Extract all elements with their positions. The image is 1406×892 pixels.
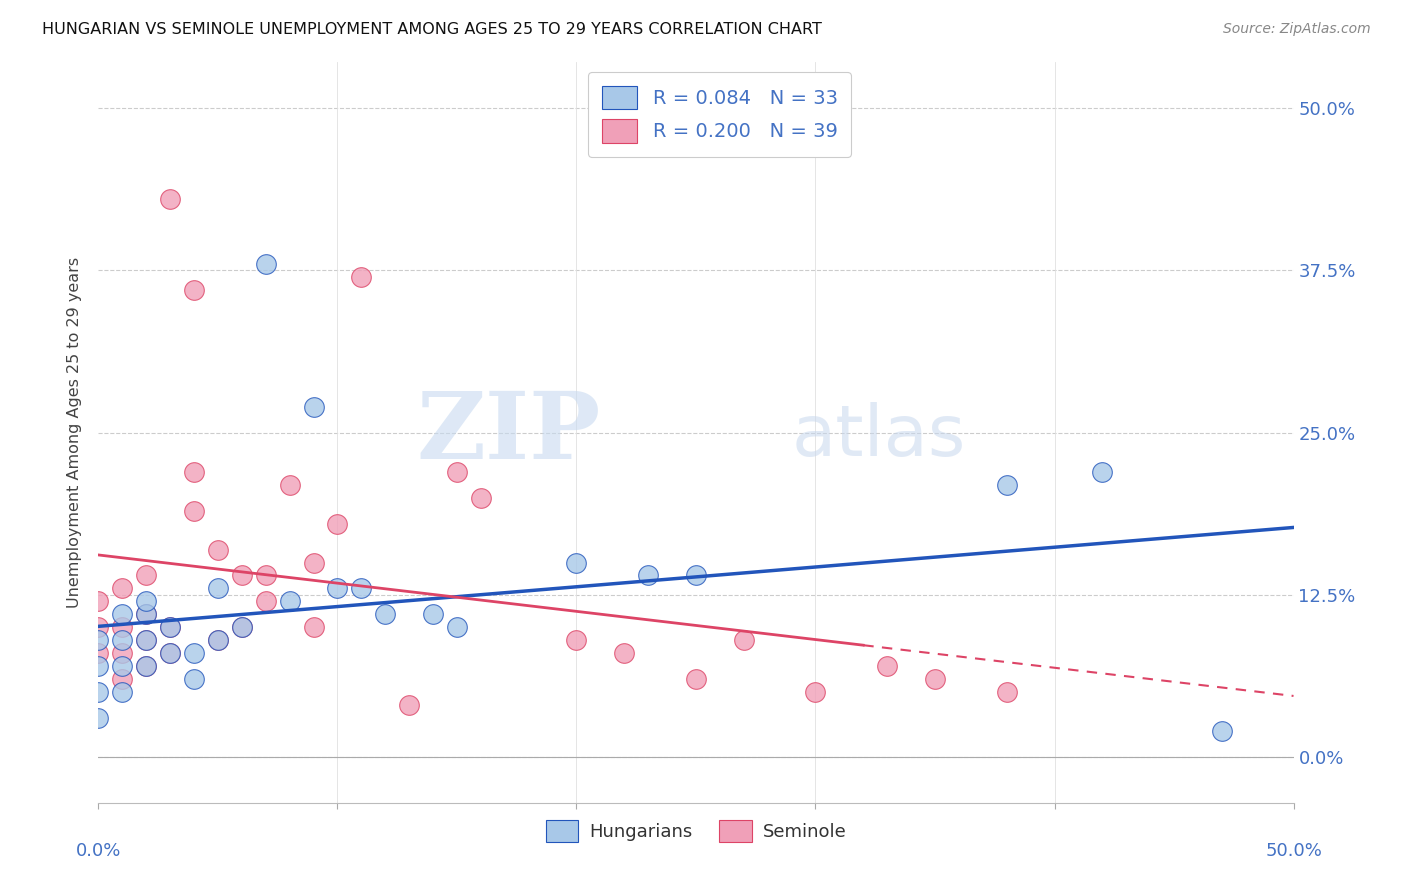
Point: [995, 685, 1018, 699]
Point: [350, 269, 373, 284]
Point: [135, 568, 157, 582]
Point: [135, 607, 157, 622]
Y-axis label: Unemployment Among Ages 25 to 29 years: Unemployment Among Ages 25 to 29 years: [67, 257, 83, 608]
Point: [159, 620, 181, 634]
Point: [302, 620, 325, 634]
Point: [422, 607, 444, 622]
Text: ZIP: ZIP: [416, 388, 600, 477]
Point: [470, 491, 492, 505]
Point: [159, 620, 181, 634]
Point: [87, 647, 110, 661]
Point: [111, 607, 134, 622]
Point: [183, 503, 205, 517]
Point: [278, 594, 301, 608]
Text: HUNGARIAN VS SEMINOLE UNEMPLOYMENT AMONG AGES 25 TO 29 YEARS CORRELATION CHART: HUNGARIAN VS SEMINOLE UNEMPLOYMENT AMONG…: [42, 22, 823, 37]
Point: [995, 477, 1018, 491]
Point: [350, 582, 373, 596]
Point: [278, 477, 301, 491]
Point: [565, 556, 588, 570]
Point: [87, 685, 110, 699]
Point: [87, 659, 110, 673]
Point: [1091, 465, 1114, 479]
Point: [111, 633, 134, 648]
Point: [804, 685, 827, 699]
Point: [231, 620, 253, 634]
Point: [183, 647, 205, 661]
Point: [111, 659, 134, 673]
Point: [135, 633, 157, 648]
Point: [87, 633, 110, 648]
Point: [685, 568, 707, 582]
Point: [111, 620, 134, 634]
Text: atlas: atlas: [792, 401, 966, 471]
Point: [87, 620, 110, 634]
Point: [924, 673, 946, 687]
Point: [302, 400, 325, 414]
Point: [207, 633, 229, 648]
Text: 50.0%: 50.0%: [1265, 842, 1322, 860]
Point: [565, 633, 588, 648]
Point: [183, 283, 205, 297]
Legend: Hungarians, Seminole: Hungarians, Seminole: [538, 813, 853, 849]
Point: [637, 568, 659, 582]
Point: [111, 685, 134, 699]
Point: [111, 647, 134, 661]
Point: [446, 465, 468, 479]
Point: [135, 633, 157, 648]
Point: [231, 568, 253, 582]
Point: [302, 556, 325, 570]
Point: [207, 542, 229, 557]
Point: [159, 192, 181, 206]
Point: [733, 633, 755, 648]
Point: [1211, 724, 1233, 739]
Point: [326, 582, 349, 596]
Point: [374, 607, 396, 622]
Point: [135, 659, 157, 673]
Point: [254, 257, 277, 271]
Point: [254, 568, 277, 582]
Point: [87, 711, 110, 725]
Point: [159, 647, 181, 661]
Point: [183, 465, 205, 479]
Point: [135, 659, 157, 673]
Point: [111, 673, 134, 687]
Point: [135, 594, 157, 608]
Point: [183, 673, 205, 687]
Point: [685, 673, 707, 687]
Point: [111, 582, 134, 596]
Point: [159, 647, 181, 661]
Point: [135, 607, 157, 622]
Point: [207, 633, 229, 648]
Point: [876, 659, 898, 673]
Point: [326, 516, 349, 531]
Text: 0.0%: 0.0%: [76, 842, 121, 860]
Point: [87, 594, 110, 608]
Point: [207, 582, 229, 596]
Point: [613, 647, 636, 661]
Point: [446, 620, 468, 634]
Point: [254, 594, 277, 608]
Point: [398, 698, 420, 713]
Text: Source: ZipAtlas.com: Source: ZipAtlas.com: [1223, 22, 1371, 37]
Point: [231, 620, 253, 634]
